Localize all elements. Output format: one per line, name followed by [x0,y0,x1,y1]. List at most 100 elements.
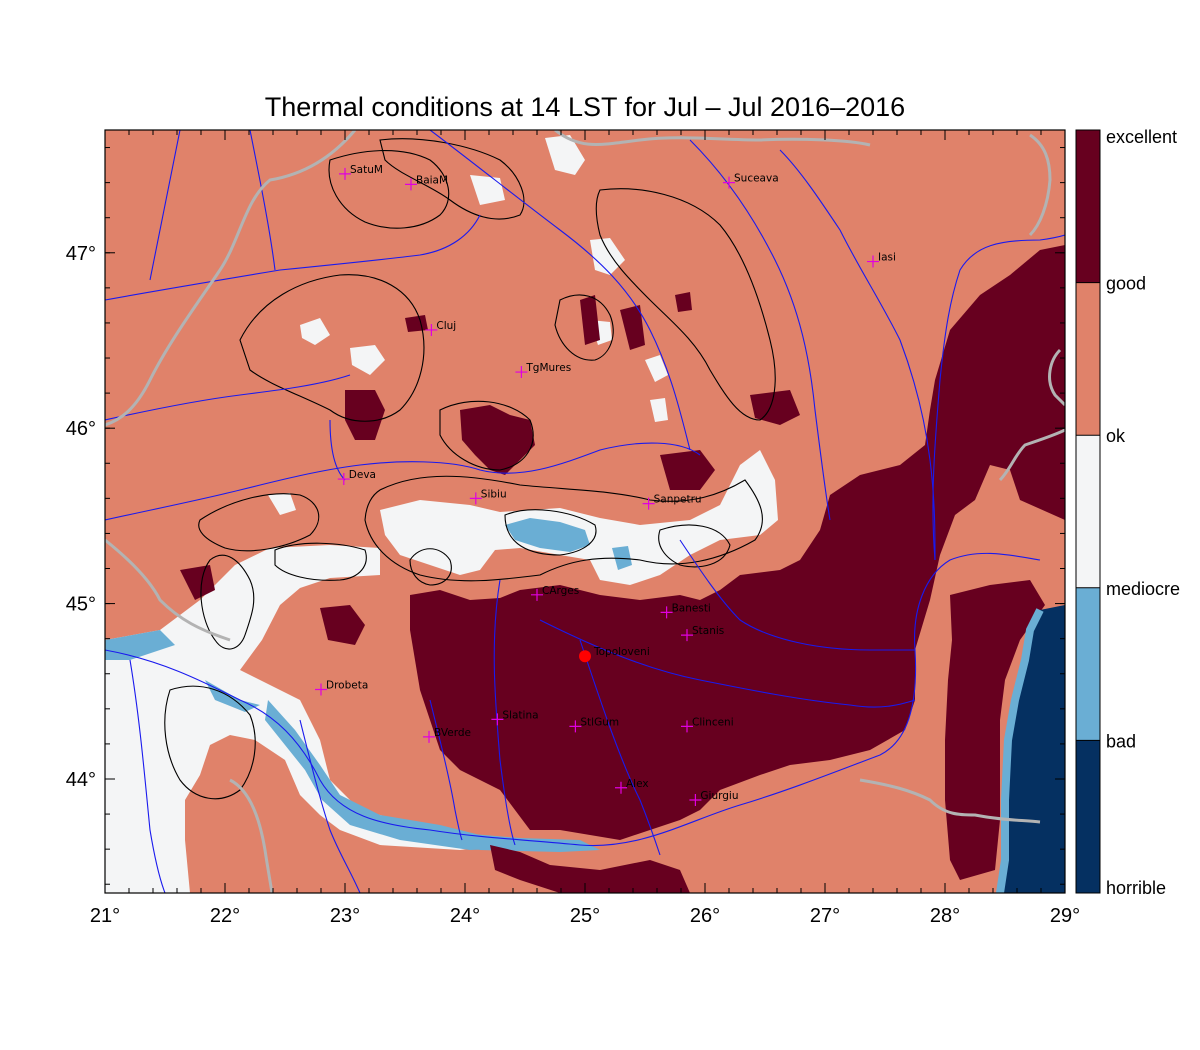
legend-swatch [1076,282,1100,436]
city-label: CArges [542,585,579,597]
city-marker-icon [660,606,673,619]
city-label: Giurgiu [700,790,738,802]
city-giurgiu: Giurgiu [689,790,738,807]
y-tick-label: 44° [66,769,96,791]
legend-label: excellent [1106,127,1177,147]
city-marker-icon [405,178,417,191]
legend-swatch [1076,587,1100,741]
city-marker-icon [681,720,693,733]
region-excellent-wallachia [410,245,1065,840]
city-baiam: BaiaM [405,174,448,191]
coast-mediocre-edge [996,608,1044,893]
x-tick-label: 26° [690,905,720,927]
x-tick-label: 23° [330,905,360,927]
city-suceava: Suceava [723,173,779,189]
city-label: Sanpetru [654,494,702,506]
city-marker-icon [867,255,879,268]
y-tick-label: 46° [66,418,96,440]
city-label: StlGum [580,716,619,728]
city-marker-icon [515,366,528,379]
city-label: Cluj [436,320,456,332]
city-cluj: Cluj [425,320,456,336]
city-label: BVerde [434,727,471,739]
city-marker-icon [681,629,693,642]
city-iasi: Iasi [867,252,896,268]
city-label: Suceava [734,173,779,185]
city-label: Sibiu [481,488,507,500]
city-label: Iasi [878,252,896,264]
x-tick-label: 21° [90,905,120,927]
legend-label: good [1106,274,1146,294]
region-mediocre-fagaras [505,518,632,570]
city-clinceni: Clinceni [681,716,734,733]
legend-swatch [1076,740,1100,893]
highlight-location: Topoloveni [579,646,650,663]
legend-label: bad [1106,731,1136,751]
x-tick-label: 24° [450,905,480,927]
city-marker-icon [339,167,351,180]
x-tick-label: 29° [1050,905,1080,927]
map-plot-area [105,130,1065,893]
legend-colorbar: excellent good ok mediocre bad horrible [1075,127,1180,898]
city-label: Alex [626,778,649,790]
region-mediocre-danube [105,630,600,852]
legend-frame [1075,129,1101,894]
chart-title: Thermal conditions at 14 LST for Jul – J… [264,92,906,122]
city-marker-icon [337,473,350,486]
city-marker-icon [425,323,438,336]
city-label: Slatina [502,709,538,721]
city-carges: CArges [531,585,579,601]
city-marker-icon [615,781,627,794]
city-marker-icon [531,588,543,601]
city-bverde: BVerde [423,727,471,743]
city-label: Clinceni [692,716,734,728]
city-stanis: Stanis [681,625,724,642]
city-sanpetru: Sanpetru [642,494,702,510]
highlight-label: Topoloveni [593,646,650,658]
legend-label: ok [1106,426,1126,446]
city-label: Deva [349,469,376,481]
x-axis: 21° 22° 23° 24° 25° 26° 27° 28° 29° [90,130,1080,927]
region-excellent-dobrogea [945,580,1045,880]
city-tgmures: TgMures [515,362,571,379]
x-tick-label: 25° [570,905,600,927]
city-deva: Deva [337,469,376,486]
city-alex: Alex [615,778,649,794]
city-sibiu: Sibiu [469,488,507,505]
city-label: SatuM [350,164,383,176]
city-marker-icon [315,683,327,696]
highlight-marker [579,650,591,663]
city-marker-icon [569,720,582,733]
city-label: TgMures [525,362,571,374]
city-satum: SatuM [339,164,383,180]
altitude-contours [164,138,776,800]
y-axis: 47° 46° 45° 44° [66,147,1065,885]
x-tick-label: 27° [810,905,840,927]
y-tick-label: 47° [66,243,96,265]
city-label: BaiaM [416,174,448,186]
city-marker-icon [723,176,735,189]
city-marker-icon [469,492,482,505]
city-label: Banesti [672,602,711,614]
legend-swatch [1076,130,1100,283]
city-marker-icon [423,730,435,743]
legend-label: mediocre [1106,579,1180,599]
region-ok-southwest [105,545,500,893]
city-stlgum: StlGum [569,716,619,733]
city-markers: SatuM BaiaM Suceava Iasi Cluj TgMures Deva Sibi… [315,164,896,807]
city-marker-icon [642,497,655,510]
city-slatina: Slatina [491,709,539,726]
city-label: Drobeta [326,680,368,692]
city-banesti: Banesti [660,602,711,619]
city-drobeta: Drobeta [315,680,368,696]
x-tick-label: 28° [930,905,960,927]
rivers [105,130,1065,893]
x-tick-label: 22° [210,905,240,927]
y-tick-label: 45° [66,594,96,616]
city-marker-icon [689,794,702,807]
city-marker-icon [491,713,504,726]
legend-label: horrible [1106,878,1166,898]
city-label: Stanis [692,625,724,637]
legend-swatch [1076,435,1100,588]
